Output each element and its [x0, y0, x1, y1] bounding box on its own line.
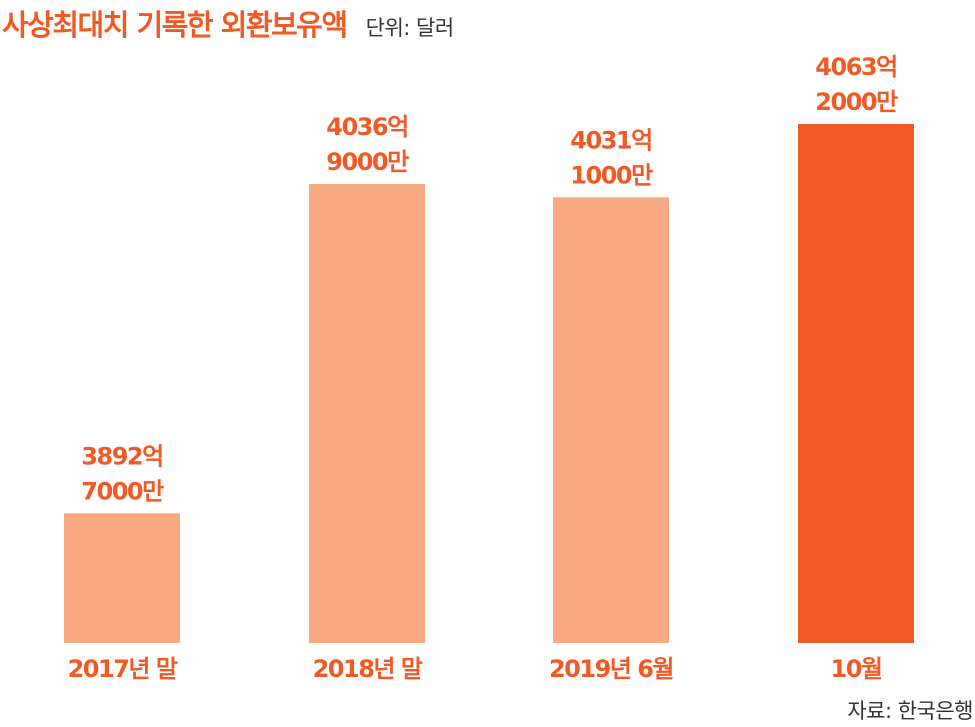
value-label-3-line-1: 4031억 [570, 126, 651, 154]
value-label-2-line-2: 9000만 [326, 148, 409, 176]
category-label-2: 2018년 말 [313, 655, 423, 683]
unit-label: 단위: 달러 [365, 16, 455, 40]
value-label-1-line-2: 7000만 [81, 477, 164, 505]
category-label-1: 2017년 말 [68, 655, 178, 683]
value-label-3-line-2: 1000만 [570, 161, 653, 189]
value-label-2-line-1: 4036억 [326, 113, 407, 141]
bar-4 [798, 124, 914, 643]
bar-1 [64, 513, 180, 643]
value-label-1-line-1: 3892억 [81, 442, 162, 470]
bar-3 [553, 197, 669, 643]
value-label-4-line-1: 4063억 [815, 53, 896, 81]
title-row: 사상최대치 기록한 외환보유액 단위: 달러 [2, 2, 454, 42]
bar-2 [309, 184, 425, 643]
source-note: 자료: 한국은행 [847, 699, 973, 723]
category-label-3: 2019년 6월 [549, 655, 673, 683]
value-label-4-line-2: 2000만 [815, 88, 898, 116]
category-label-4: 10월 [831, 655, 882, 683]
chart-title: 사상최대치 기록한 외환보유액 [2, 8, 348, 42]
